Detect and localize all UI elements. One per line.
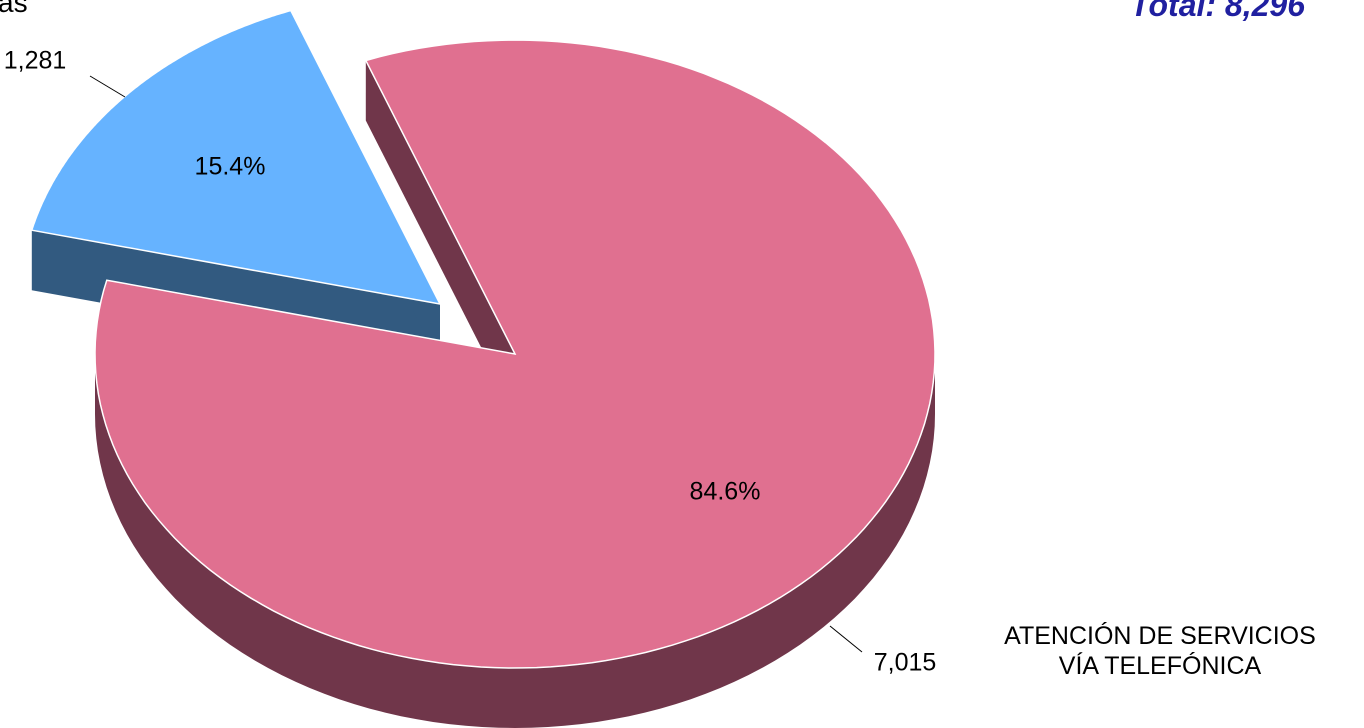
percent-label: 15.4% xyxy=(195,153,266,181)
slice-wall xyxy=(365,60,515,414)
value-label: 1,281 xyxy=(4,47,67,75)
leader-line xyxy=(829,625,863,653)
slice-side xyxy=(95,354,935,728)
cropped-text: ás xyxy=(0,0,28,18)
category-label: ATENCIÓN DE SERVICIOS VÍA TELEFÓNICA xyxy=(1004,621,1316,680)
category-label-line: VÍA TELEFÓNICA xyxy=(1059,651,1262,680)
slice xyxy=(94,39,936,669)
leader-line xyxy=(89,75,126,98)
value-label: 7,015 xyxy=(874,649,937,677)
percent-label: 84.6% xyxy=(690,478,761,506)
category-label-line: ATENCIÓN DE SERVICIOS xyxy=(1004,621,1316,650)
chart-title: Total: 8,296 xyxy=(1130,0,1305,23)
